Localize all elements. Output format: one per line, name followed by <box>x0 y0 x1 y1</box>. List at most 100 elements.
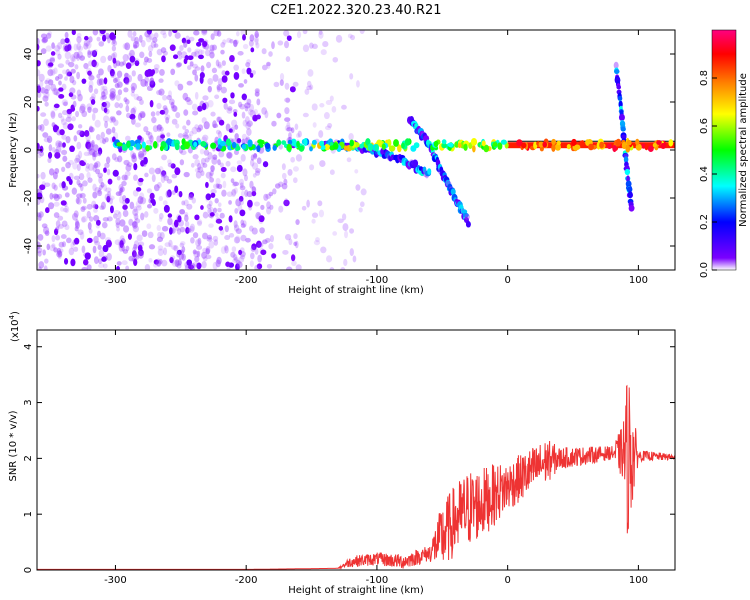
noise-speckle <box>219 212 225 219</box>
noise-speckle <box>239 182 244 189</box>
noise-speckle <box>88 228 93 234</box>
noise-speckle <box>228 233 235 238</box>
noise-speckle <box>174 32 181 39</box>
noise-speckle <box>105 156 111 164</box>
noise-speckle <box>165 190 171 198</box>
noise-speckle <box>91 112 96 121</box>
noise-speckle <box>252 153 258 160</box>
noise-speckle <box>41 37 46 43</box>
noise-speckle <box>182 134 189 139</box>
noise-speckle <box>251 243 257 251</box>
noise-speckle <box>133 240 140 249</box>
noise-speckle <box>76 179 81 186</box>
noise-speckle <box>109 92 115 100</box>
noise-speckle <box>60 38 66 45</box>
carrier-mark <box>193 141 198 148</box>
noise-speckle <box>114 77 120 83</box>
noise-speckle <box>183 199 189 207</box>
noise-speckle <box>177 50 182 56</box>
noise-speckle <box>244 102 251 109</box>
noise-speckle <box>104 137 109 143</box>
noise-speckle <box>210 165 215 173</box>
noise-speckle <box>194 50 200 58</box>
noise-speckle <box>97 172 103 179</box>
noise-speckle <box>217 130 223 139</box>
noise-speckle <box>226 151 233 159</box>
colorbar-tick-label: 0.2 <box>699 214 710 230</box>
noise-speckle <box>38 73 45 82</box>
noise-speckle <box>37 173 40 179</box>
noise-speckle <box>161 154 168 161</box>
noise-speckle <box>208 200 213 207</box>
noise-speckle <box>225 160 231 167</box>
noise-speckle <box>130 150 135 158</box>
noise-speckle <box>69 75 75 84</box>
noise-speckle <box>274 183 281 189</box>
noise-speckle <box>268 51 273 57</box>
noise-speckle <box>241 133 247 140</box>
noise-speckle <box>217 183 223 190</box>
noise-speckle <box>133 243 138 250</box>
noise-speckle <box>122 204 128 210</box>
noise-speckle <box>233 187 238 194</box>
noise-speckle <box>87 51 92 59</box>
carrier-mark <box>343 145 348 151</box>
noise-speckle <box>246 191 253 198</box>
noise-speckle <box>123 175 129 181</box>
noise-speckle <box>132 208 139 217</box>
noise-speckle <box>122 209 129 218</box>
noise-speckle <box>271 253 277 259</box>
noise-speckle <box>64 205 70 214</box>
noise-speckle <box>60 200 67 206</box>
carrier-mark <box>332 142 339 150</box>
noise-speckle <box>85 141 92 150</box>
noise-speckle <box>290 127 295 134</box>
noise-speckle <box>76 129 83 136</box>
noise-speckle <box>224 225 229 233</box>
noise-speckle <box>209 170 214 176</box>
noise-speckle <box>37 43 40 51</box>
noise-speckle <box>99 137 105 144</box>
noise-speckle <box>202 95 209 101</box>
noise-speckle <box>156 48 163 56</box>
noise-speckle <box>207 208 212 214</box>
noise-speckle <box>213 183 220 190</box>
noise-speckle <box>79 55 85 61</box>
noise-speckle <box>171 173 178 179</box>
noise-speckle <box>61 110 68 116</box>
x-tick-label: -100 <box>366 575 389 586</box>
noise-speckle <box>260 249 267 256</box>
colorbar-ticks: 0.0 0.2 0.4 0.6 0.8 <box>699 70 717 278</box>
noise-speckle <box>185 227 190 234</box>
noise-speckle <box>118 244 124 252</box>
noise-speckle <box>166 179 173 184</box>
noise-speckle <box>220 166 227 173</box>
noise-speckle <box>86 237 93 244</box>
noise-speckle <box>196 262 202 270</box>
noise-speckle <box>286 121 291 130</box>
noise-speckle <box>239 254 246 260</box>
noise-speckle <box>68 92 74 98</box>
noise-speckle <box>104 193 111 201</box>
noise-speckle <box>39 80 44 88</box>
noise-speckle <box>138 34 143 43</box>
noise-speckle <box>37 213 42 219</box>
noise-speckle <box>256 157 262 165</box>
noise-speckle <box>68 61 75 68</box>
noise-speckle <box>75 197 80 205</box>
noise-speckle <box>116 155 123 163</box>
noise-speckle <box>230 92 235 99</box>
carrier-mark <box>256 145 261 153</box>
noise-speckle <box>94 204 99 210</box>
noise-speckle <box>221 189 227 197</box>
noise-speckle <box>235 228 242 234</box>
noise-speckle <box>176 250 181 258</box>
noise-speckle <box>92 245 97 254</box>
noise-speckle <box>187 55 194 61</box>
carrier-mark <box>551 138 556 146</box>
noise-speckle <box>113 210 121 215</box>
noise-speckle <box>138 177 144 183</box>
noise-speckle <box>302 112 309 118</box>
noise-speckle <box>269 204 274 210</box>
noise-speckle <box>62 142 66 148</box>
